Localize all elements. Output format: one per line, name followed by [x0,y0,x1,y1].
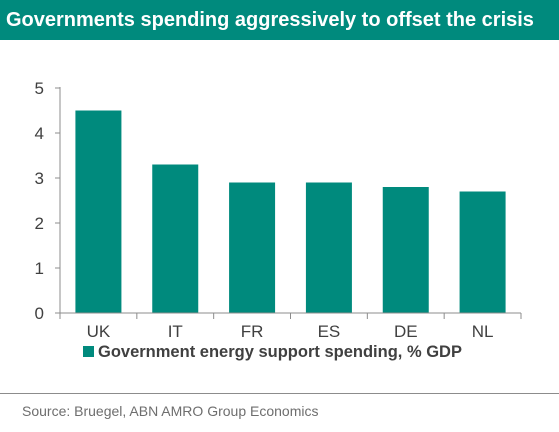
y-tick-label: 1 [35,259,44,278]
legend: Government energy support spending, % GD… [83,343,462,361]
bar-chart: 0 1 2 3 4 5 UK IT FR ES DE NL Government energy su… [35,79,522,361]
x-tick-label: ES [318,322,341,341]
bar-fr [229,182,276,313]
x-tick-label: UK [87,322,111,341]
bar-uk [75,110,122,313]
y-tick-label: 5 [35,79,44,98]
x-tick-label: FR [241,322,264,341]
y-tick-label: 0 [35,304,44,323]
bars [75,110,506,313]
bar-de [382,187,429,313]
source-note: Source: Bruegel, ABN AMRO Group Economic… [22,403,319,419]
x-tick-label: DE [394,322,418,341]
y-axis: 0 1 2 3 4 5 [35,79,61,323]
legend-swatch [83,346,94,357]
x-tick-label: IT [168,322,183,341]
legend-label: Government energy support spending, % GD… [98,343,462,361]
y-tick-label: 3 [35,169,44,188]
x-tick-label: NL [472,322,494,341]
chart-title: Governments spending aggressively to off… [0,0,559,40]
y-tick-label: 2 [35,214,44,233]
chart-area: 0 1 2 3 4 5 UK IT FR ES DE NL Government energy su… [0,40,559,390]
bar-es [305,182,352,313]
bar-it [152,164,199,313]
source-divider [0,393,559,394]
bar-nl [459,191,506,313]
y-tick-label: 4 [35,124,44,143]
x-axis: UK IT FR ES DE NL [59,312,522,341]
